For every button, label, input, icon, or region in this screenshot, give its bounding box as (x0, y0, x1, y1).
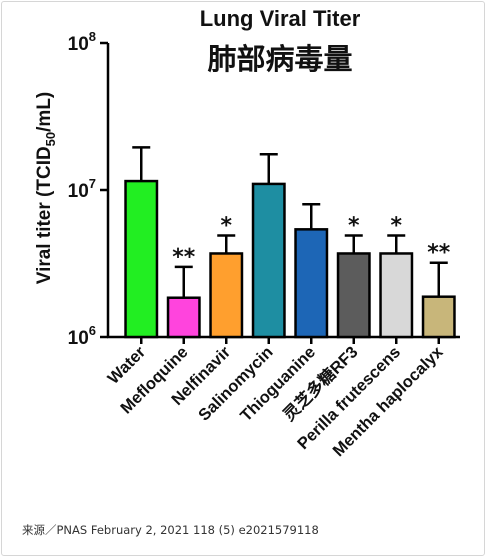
bar-1 (166, 296, 201, 339)
significance-mark: ** (427, 241, 451, 266)
bar-4 (294, 228, 329, 339)
significance-mark: * (348, 214, 360, 239)
significance-mark: ** (172, 245, 196, 270)
chart-title: Lung Viral Titer (199, 6, 361, 31)
bar-3 (251, 182, 286, 339)
bar-5 (336, 252, 371, 339)
bar-6 (379, 252, 414, 339)
bar-7 (421, 295, 456, 339)
chart-subtitle: 肺部病毒量 (207, 42, 353, 76)
significance-mark: * (220, 214, 232, 239)
x-tick-labels: WaterMefloquineNelfinavirSalinomycinThio… (104, 337, 447, 460)
source-caption: 来源／PNAS February 2, 2021 118 (5) e202157… (22, 523, 319, 537)
bar-0 (124, 179, 159, 339)
error-bars (132, 146, 448, 298)
bars (124, 179, 456, 339)
y-axis-label: Viral titer (TCID50/mL) (34, 92, 58, 285)
y-tick-label: 108 (68, 29, 96, 55)
y-tick-label: 107 (68, 176, 96, 202)
bar-2 (209, 252, 244, 339)
y-tick-label: 106 (68, 323, 96, 349)
significance-marks: *** * *** (172, 214, 451, 270)
significance-mark: * (390, 214, 402, 239)
y-ticks: 106 107 108 (68, 29, 108, 349)
